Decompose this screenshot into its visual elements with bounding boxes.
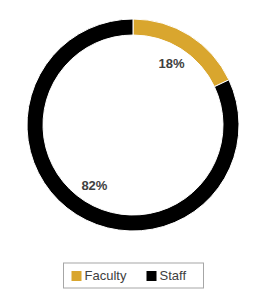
legend: Faculty Staff (64, 263, 204, 288)
slice (133, 19, 229, 87)
legend-box (64, 263, 204, 288)
data-label: 82% (81, 178, 107, 193)
legend-label: Faculty (85, 268, 127, 283)
chart: 18% 82% Faculty Staff (0, 0, 267, 301)
slices (27, 19, 239, 231)
legend-swatch (72, 271, 82, 281)
data-label: 18% (159, 56, 185, 71)
legend-label: Staff (160, 268, 187, 283)
slice (27, 19, 239, 231)
legend-swatch (147, 271, 157, 281)
